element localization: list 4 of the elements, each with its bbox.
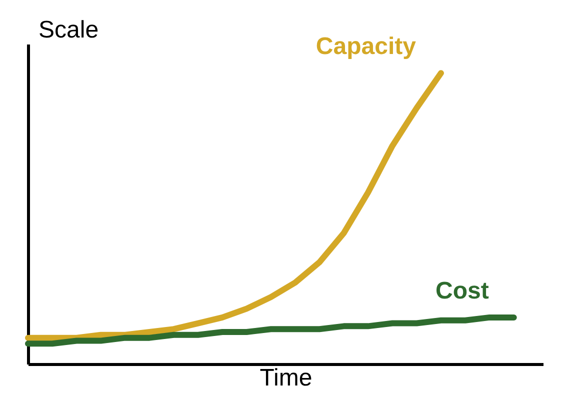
series-label: Cost xyxy=(436,277,489,304)
series-label: Capacity xyxy=(316,33,417,60)
x-axis-title: Time xyxy=(260,364,312,392)
y-axis-title: Scale xyxy=(38,16,99,44)
